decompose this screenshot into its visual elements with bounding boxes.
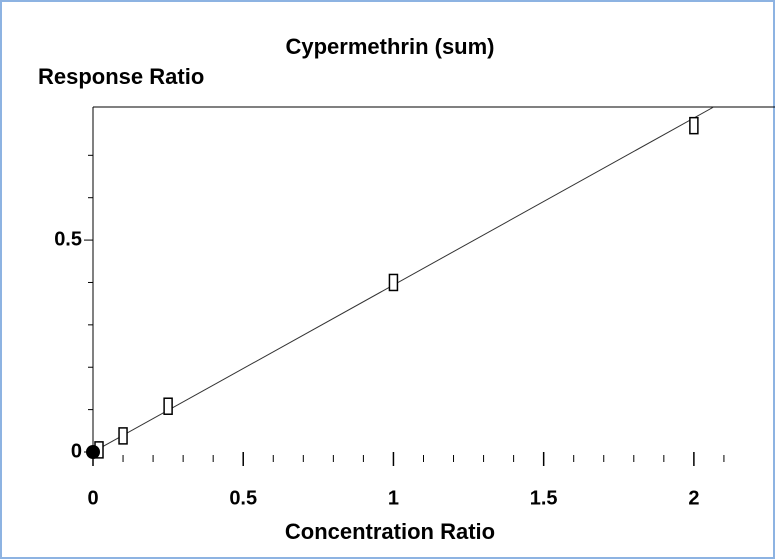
y-tick-label: 0.5 bbox=[54, 228, 82, 250]
x-tick-label: 0 bbox=[87, 487, 98, 509]
x-tick-label: 1.5 bbox=[530, 487, 558, 509]
data-point bbox=[118, 427, 128, 445]
plot-area bbox=[93, 107, 714, 452]
y-tick-label: 0 bbox=[71, 440, 82, 462]
x-axis-label: Concentration Ratio bbox=[285, 519, 495, 544]
x-tick-label: 1 bbox=[388, 487, 399, 509]
chart-title: Cypermethrin (sum) bbox=[285, 34, 494, 59]
x-tick-label: 2 bbox=[688, 487, 699, 509]
fit-line bbox=[93, 107, 714, 452]
y-axis-label: Response Ratio bbox=[38, 64, 204, 89]
x-tick-label: 0.5 bbox=[229, 487, 257, 509]
data-point bbox=[163, 397, 173, 415]
data-point bbox=[689, 116, 699, 135]
origin-point bbox=[86, 445, 100, 459]
data-point bbox=[388, 273, 399, 292]
